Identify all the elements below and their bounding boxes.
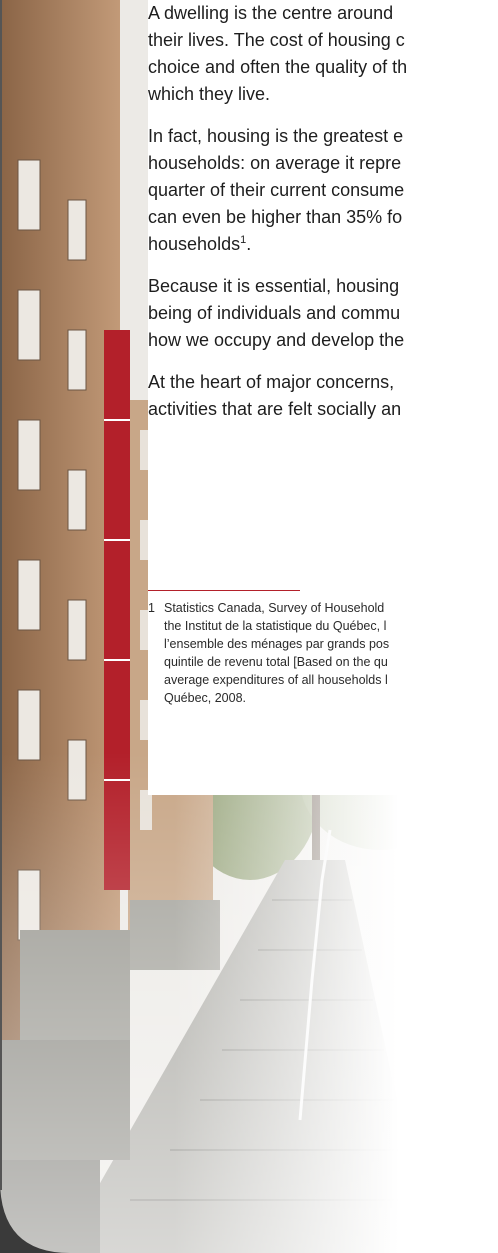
footnote-line: Québec, 2008.: [164, 689, 389, 707]
footnote-number: 1: [148, 599, 155, 617]
text-line: their lives. The cost of housing c: [148, 27, 498, 54]
footnote-line: Statistics Canada, Survey of Household: [164, 599, 389, 617]
text-line: choice and often the quality of th: [148, 54, 498, 81]
footnote-line: l’ensemble des ménages par grands pos: [164, 635, 389, 653]
text-line: activities that are felt socially an: [148, 396, 498, 423]
text-line: households1.: [148, 231, 498, 258]
footnote-line: average expenditures of all households l: [164, 671, 389, 689]
text-line: A dwelling is the centre around: [148, 0, 498, 27]
text-line: how we occupy and develop the: [148, 327, 498, 354]
text: .: [246, 234, 251, 254]
footnote-rule: [148, 590, 300, 591]
text: households: [148, 234, 240, 254]
text-line: which they live.: [148, 81, 498, 108]
footnote-line: the Institut de la statistique du Québec…: [164, 617, 389, 635]
text-line: Because it is essential, housing: [148, 273, 498, 300]
text-line: In fact, housing is the greatest e: [148, 123, 498, 150]
paragraph: At the heart of major concerns,activitie…: [148, 369, 498, 423]
text-line: can even be higher than 35% fo: [148, 204, 498, 231]
text-line: At the heart of major concerns,: [148, 369, 498, 396]
text-line: households: on average it repre: [148, 150, 498, 177]
page: {"paragraphs": [ {"lines": ["A dwelling …: [0, 0, 498, 1253]
text-line: quarter of their current consume: [148, 177, 498, 204]
text-line: being of individuals and commu: [148, 300, 498, 327]
footnote-line: quintile de revenu total [Based on the q…: [164, 653, 389, 671]
